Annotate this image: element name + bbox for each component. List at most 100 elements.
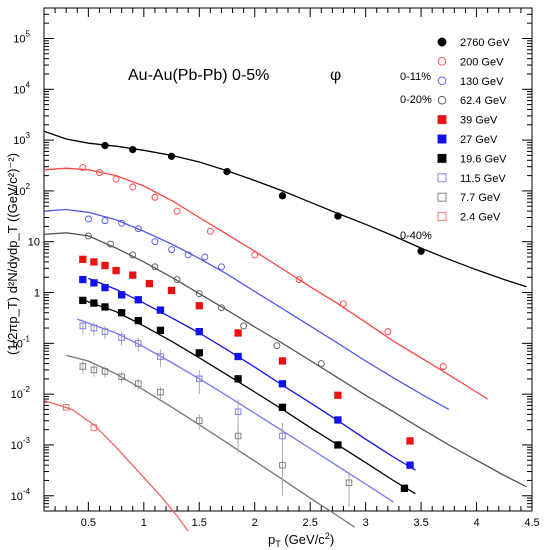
y-tick-exponent: -2	[23, 385, 31, 394]
y-tick-label: 1	[34, 288, 40, 300]
x-tick-label: 2	[252, 517, 258, 529]
legend-marker	[437, 95, 447, 105]
data-point	[79, 322, 87, 330]
legend-label: 130 GeV	[460, 76, 504, 88]
y-tick-exponent: 4	[26, 80, 31, 89]
model-curve	[82, 299, 416, 495]
data-point	[218, 304, 225, 312]
y-tick-label: 105	[13, 29, 30, 45]
data-point	[90, 424, 98, 431]
data-point	[334, 441, 342, 449]
legend-label: 39 GeV	[460, 115, 498, 127]
data-point	[129, 271, 137, 279]
data-point	[90, 324, 98, 332]
legend-marker	[437, 115, 447, 125]
y-tick-label: 103	[13, 131, 30, 147]
data-point	[112, 175, 120, 183]
x-axis-title-sup: 2	[325, 531, 330, 541]
centrality-note: 0-11%	[400, 71, 431, 83]
data-point	[240, 322, 248, 330]
chart-title: Au-Au(Pb-Pb) 0-5%	[128, 67, 269, 84]
data-point	[112, 266, 120, 275]
x-axis-title-main: p	[268, 532, 275, 547]
data-point	[295, 276, 303, 284]
data-point	[117, 291, 126, 299]
data-point	[234, 329, 242, 337]
y-tick-base: 10	[13, 84, 25, 96]
data-point	[184, 251, 192, 259]
data-point	[79, 296, 87, 305]
x-tick-label: 4	[473, 517, 479, 529]
x-axis-title-close: )	[330, 532, 334, 547]
data-point	[101, 303, 109, 311]
data-point	[90, 366, 98, 374]
data-point	[406, 461, 414, 469]
data-point	[79, 255, 87, 263]
data-point	[156, 326, 165, 335]
data-point	[400, 484, 409, 492]
data-point	[206, 227, 214, 235]
data-point	[84, 232, 92, 240]
data-point	[134, 316, 142, 325]
particle-symbol: φ	[330, 65, 341, 84]
x-axis-title-units: (GeV/c	[281, 532, 326, 547]
y-tick-base: 10	[13, 186, 25, 198]
data-point	[340, 300, 347, 308]
data-point	[156, 306, 165, 314]
data-point	[234, 352, 242, 361]
data-point	[417, 247, 425, 255]
data-point	[129, 183, 137, 191]
y-tick-label: 10-3	[11, 436, 31, 452]
y-tick-base: 1	[34, 288, 40, 300]
data-point	[101, 261, 109, 270]
data-point	[101, 368, 109, 375]
legend-marker	[437, 57, 447, 66]
data-point	[251, 251, 259, 259]
data-point	[234, 375, 242, 383]
data-point	[278, 357, 287, 365]
centrality-note: 0-20%	[400, 94, 432, 106]
y-tick-exponent: -3	[23, 436, 31, 445]
data-point	[134, 296, 142, 304]
data-point	[201, 253, 209, 261]
legend-marker	[437, 192, 447, 202]
y-tick-label: 10-1	[11, 334, 31, 350]
model-curve	[43, 208, 450, 410]
legend-label: 11.5 GeV	[460, 173, 506, 185]
data-point	[157, 388, 164, 396]
y-tick-base: 10	[13, 33, 25, 45]
data-point	[223, 167, 231, 176]
model-curve	[88, 277, 416, 471]
data-point	[134, 225, 142, 233]
x-tick-label: 1.5	[192, 517, 207, 529]
model-curve	[43, 232, 527, 488]
centrality-note: 0-40%	[400, 230, 432, 242]
data-point	[84, 215, 92, 223]
legend-marker	[437, 212, 447, 222]
x-tick-label: 4.5	[524, 517, 539, 529]
plot-frame	[43, 7, 533, 512]
data-point	[279, 432, 286, 440]
x-tick-label: 2.5	[303, 517, 318, 529]
model-curve	[43, 130, 527, 288]
data-point	[334, 391, 342, 399]
y-tick-exponent: 2	[26, 182, 31, 191]
data-point	[278, 403, 287, 411]
data-point	[101, 283, 109, 292]
data-point	[218, 263, 225, 271]
legend-label: 2.4 GeV	[460, 212, 501, 224]
y-axis-title: (1/2πp_T) d²N/dydp_T ((GeV/c²)⁻²)	[5, 153, 20, 355]
data-point	[90, 299, 98, 307]
data-point	[334, 212, 342, 220]
x-tick-label: 1	[141, 517, 147, 529]
data-point	[79, 275, 87, 284]
y-tick-exponent: -4	[23, 487, 31, 496]
data-point	[90, 279, 98, 287]
data-point	[406, 437, 414, 445]
data-point	[167, 152, 176, 160]
legend-label: 62.4 GeV	[460, 95, 507, 107]
data-point	[196, 417, 203, 424]
x-tick-label: 3.5	[413, 517, 428, 529]
data-point	[129, 251, 137, 259]
data-point	[118, 334, 125, 341]
